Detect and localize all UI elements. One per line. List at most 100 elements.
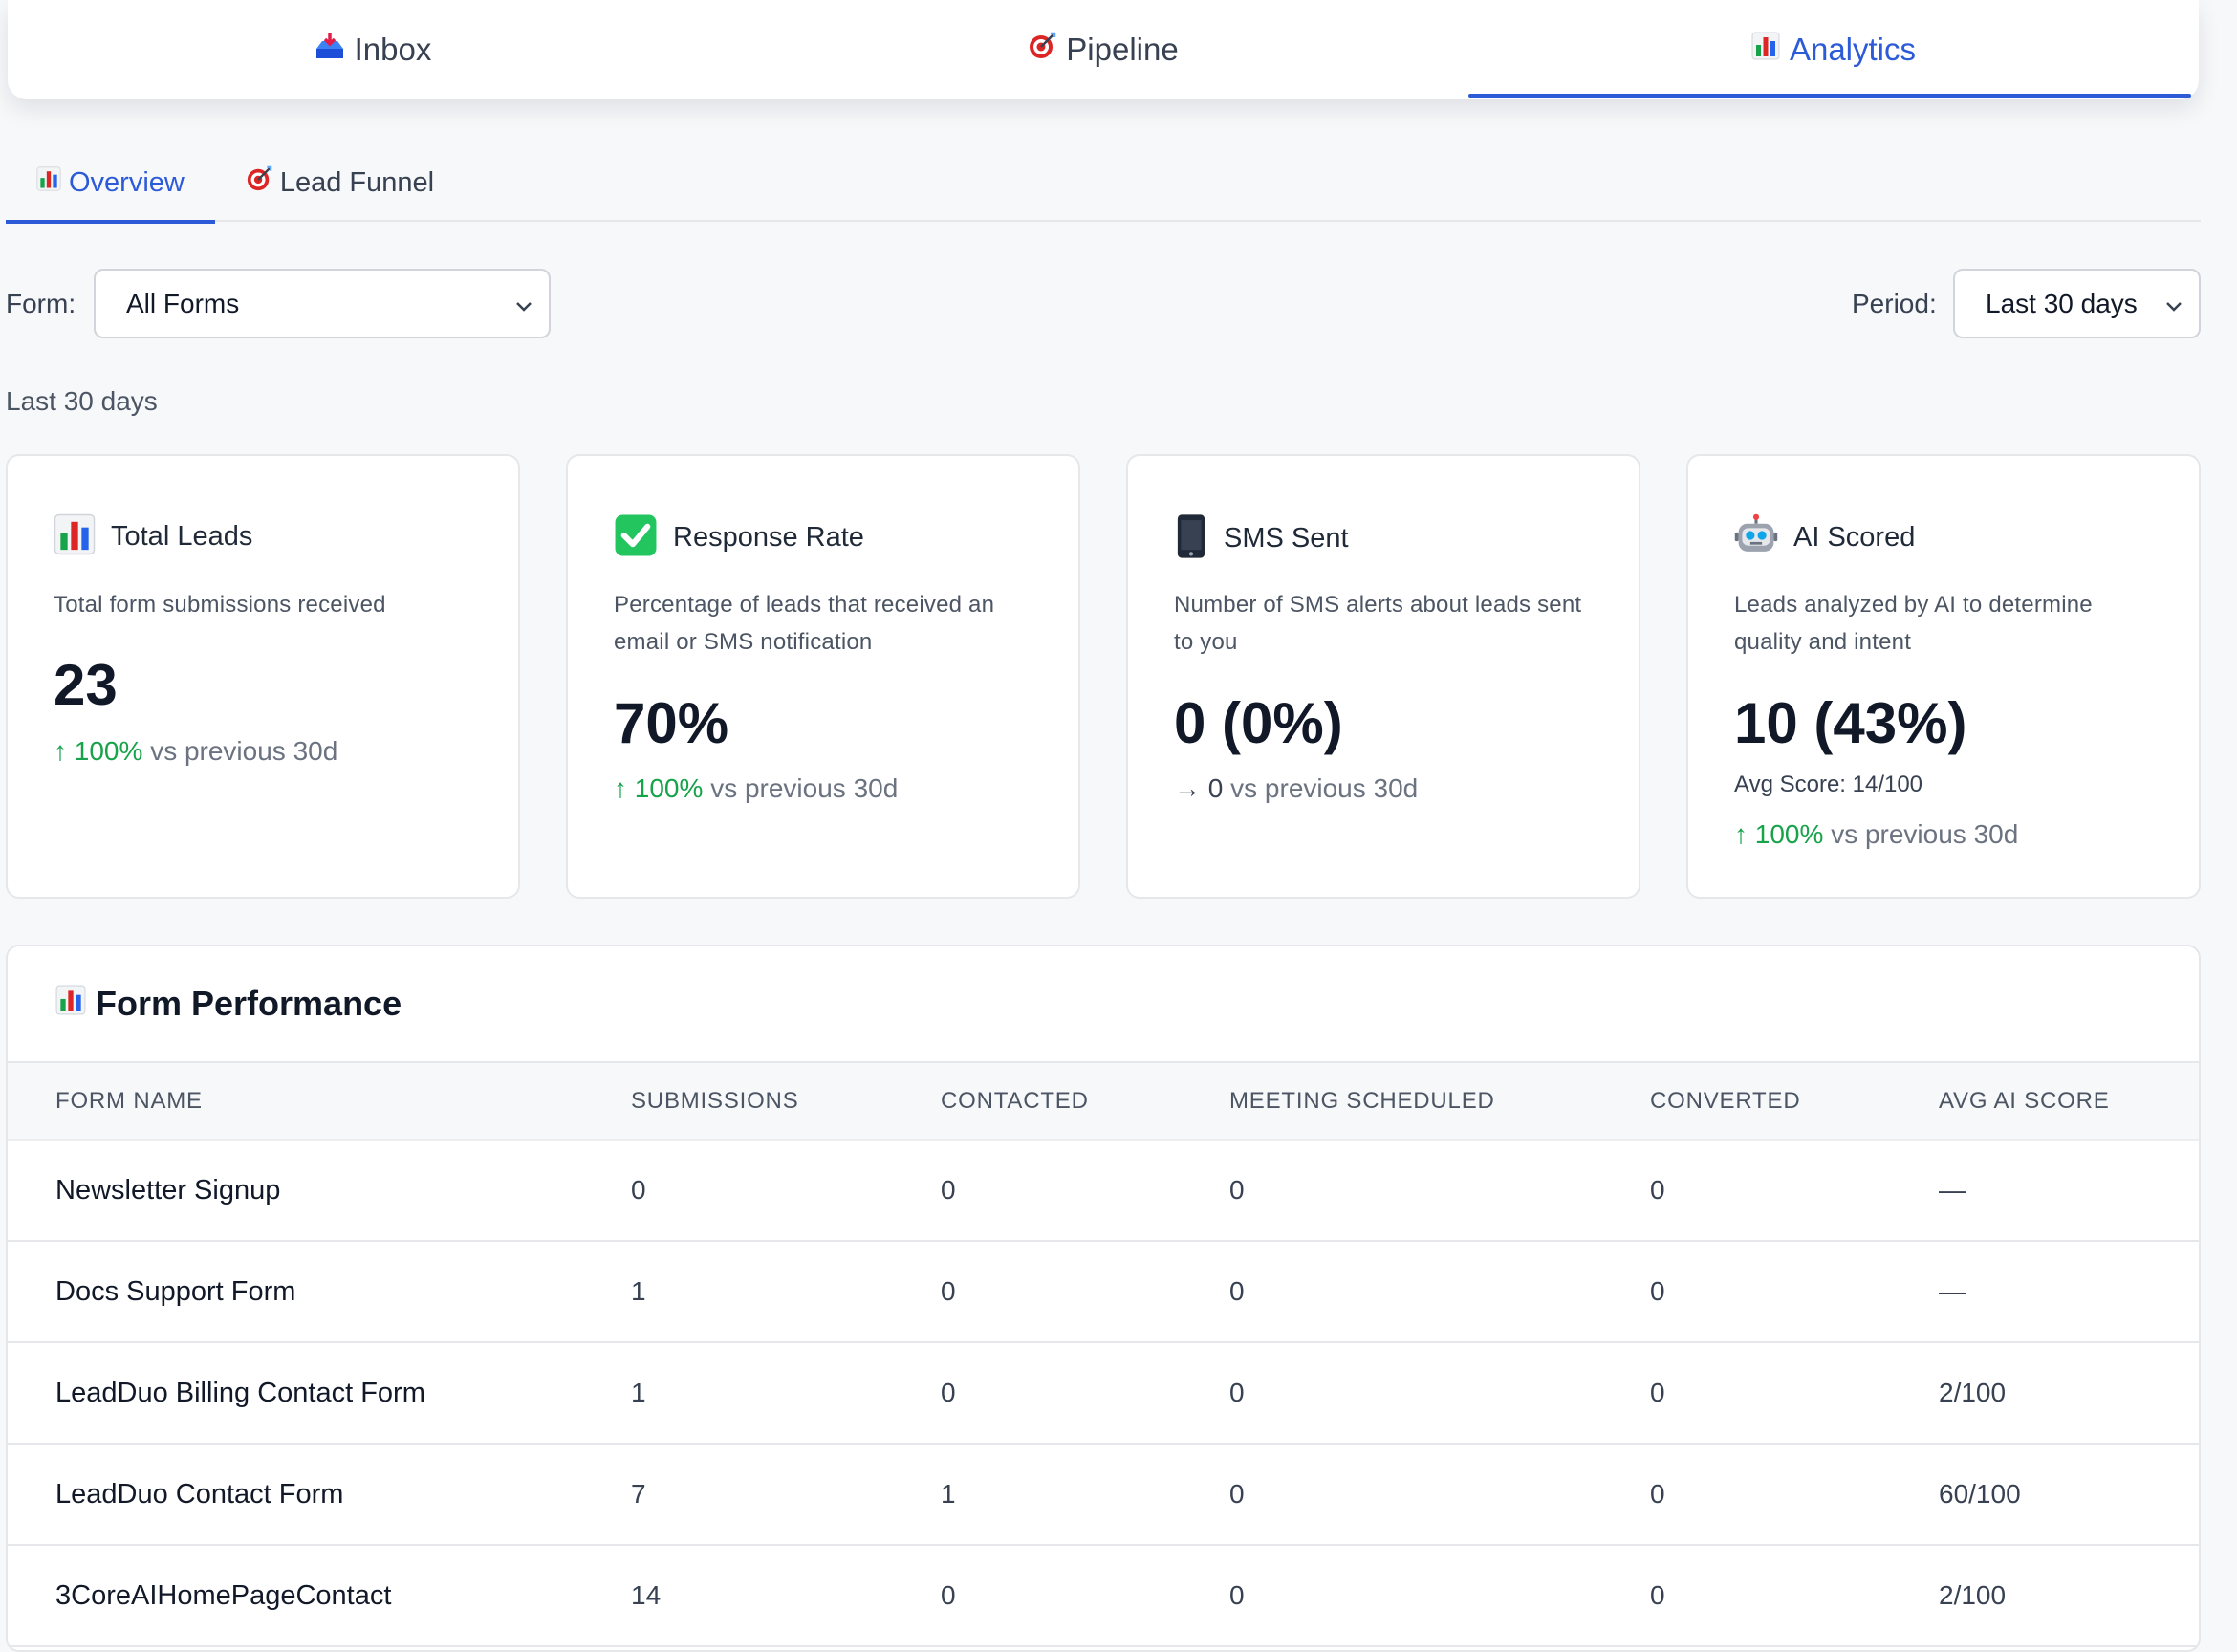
table-row[interactable]: Docs Support Form 1 0 0 0 —: [8, 1241, 2199, 1343]
card-title: Total Leads: [111, 521, 253, 552]
trend-text: vs previous 30d: [1230, 773, 1419, 803]
stat-card-total-leads: Total Leads Total form submissions recei…: [6, 454, 520, 899]
cell-meeting-scheduled: 0: [1229, 1241, 1650, 1343]
tab-pipeline-label: Pipeline: [1066, 32, 1179, 67]
cell-meeting-scheduled: 0: [1229, 1444, 1650, 1546]
card-trend: ↑ 100% vs previous 30d: [614, 773, 898, 804]
cell-converted: 0: [1650, 1444, 1939, 1546]
subtab-lead-funnel[interactable]: Lead Funnel: [215, 143, 465, 222]
tab-analytics[interactable]: Analytics: [1468, 0, 2199, 99]
cell-meeting-scheduled: 0: [1229, 1545, 1650, 1647]
cell-form-name: Newsletter Signup: [8, 1140, 631, 1242]
top-nav: Inbox Pipeline Analytics: [8, 0, 2199, 99]
card-header: Total Leads: [54, 513, 252, 560]
chevron-down-icon: [514, 289, 533, 319]
trend-arrow-icon: ↑: [1734, 819, 1748, 849]
cell-converted: 0: [1650, 1241, 1939, 1343]
period-filter-label: Period:: [1852, 289, 1937, 318]
card-header: Response Rate: [614, 513, 864, 562]
trend-delta: 100%: [634, 773, 704, 803]
cell-avg-ai-score: 60/100: [1939, 1444, 2199, 1546]
mobile-phone-icon: [1174, 513, 1208, 564]
stat-card-response-rate: Response Rate Percentage of leads that r…: [566, 454, 1080, 899]
table-row[interactable]: 3CoreAIHomePageContact 14 0 0 0 2/100: [8, 1545, 2199, 1647]
cell-form-name: 3CoreAIHomePageContact: [8, 1545, 631, 1647]
card-value: 10 (43%): [1734, 691, 1967, 755]
bar-chart-icon: [36, 166, 61, 199]
column-header-avg-ai-score[interactable]: AVG AI SCORE: [1939, 1063, 2199, 1141]
bar-chart-icon: [55, 984, 86, 1024]
target-icon: [1028, 32, 1056, 68]
cell-avg-ai-score: —: [1939, 1241, 2199, 1343]
trend-text: vs previous 30d: [710, 773, 899, 803]
stat-card-sms-sent: SMS Sent Number of SMS alerts about lead…: [1126, 454, 1640, 899]
card-header: AI Scored: [1734, 513, 1915, 562]
card-description: Total form submissions received: [54, 592, 386, 618]
table-row[interactable]: LeadDuo Contact Form 7 1 0 0 60/100: [8, 1444, 2199, 1546]
trend-text: vs previous 30d: [1831, 819, 2019, 849]
stat-card-ai-scored: AI Scored Leads analyzed by AI to determ…: [1686, 454, 2201, 899]
form-select[interactable]: All Forms: [94, 269, 551, 338]
cell-contacted: 0: [941, 1545, 1229, 1647]
cell-form-name: LeadDuo Billing Contact Form: [8, 1342, 631, 1445]
card-trend: → 0 vs previous 30d: [1174, 773, 1418, 804]
cell-contacted: 0: [941, 1140, 1229, 1242]
form-filter-label: Form:: [6, 289, 76, 318]
subtab-overview-label: Overview: [69, 166, 185, 198]
column-header-form-name[interactable]: FORM NAME: [8, 1063, 631, 1141]
cell-avg-ai-score: 2/100: [1939, 1342, 2199, 1445]
column-header-converted[interactable]: CONVERTED: [1650, 1063, 1939, 1141]
card-description: Leads analyzed by AI to determine qualit…: [1734, 592, 2093, 655]
cell-form-name: Docs Support Form: [8, 1241, 631, 1343]
form-select-value: All Forms: [126, 288, 240, 318]
card-title: SMS Sent: [1224, 523, 1349, 554]
chevron-down-icon: [2164, 289, 2183, 319]
cell-contacted: 0: [941, 1241, 1229, 1343]
subtab-overview[interactable]: Overview: [6, 143, 215, 224]
period-select-value: Last 30 days: [1986, 288, 2138, 318]
check-mark-icon: [614, 513, 658, 562]
trend-delta: 100%: [1754, 819, 1824, 849]
tab-analytics-label: Analytics: [1789, 32, 1917, 67]
tab-inbox[interactable]: Inbox: [8, 0, 738, 99]
form-performance-title-text: Form Performance: [96, 984, 402, 1023]
cell-submissions: 7: [631, 1444, 941, 1546]
trend-text: vs previous 30d: [150, 736, 338, 766]
bar-chart-icon: [54, 513, 96, 560]
cell-converted: 0: [1650, 1140, 1939, 1242]
trend-arrow-icon: ↑: [614, 773, 627, 803]
column-header-submissions[interactable]: SUBMISSIONS: [631, 1063, 941, 1141]
column-header-contacted[interactable]: CONTACTED: [941, 1063, 1229, 1141]
tab-pipeline[interactable]: Pipeline: [738, 0, 1468, 99]
card-trend: ↑ 100% vs previous 30d: [1734, 819, 2018, 850]
cell-meeting-scheduled: 0: [1229, 1342, 1650, 1445]
table-header-row: FORM NAME SUBMISSIONS CONTACTED MEETING …: [8, 1063, 2199, 1141]
bar-chart-icon: [1751, 32, 1780, 68]
cell-submissions: 1: [631, 1342, 941, 1445]
card-description: Percentage of leads that received an ema…: [614, 592, 995, 655]
sub-tabs: Overview Lead Funnel: [6, 143, 2201, 224]
table-row[interactable]: Newsletter Signup 0 0 0 0 —: [8, 1140, 2199, 1242]
cell-converted: 0: [1650, 1545, 1939, 1647]
subtab-lead-funnel-label: Lead Funnel: [279, 166, 435, 198]
table-row[interactable]: LeadDuo Billing Contact Form 1 0 0 0 2/1…: [8, 1342, 2199, 1445]
card-header: SMS Sent: [1174, 513, 1349, 564]
cell-submissions: 0: [631, 1140, 941, 1242]
card-sub-text: Avg Score: 14/100: [1734, 772, 1923, 797]
trend-delta: 100%: [74, 736, 143, 766]
trend-arrow-icon: →: [1174, 773, 1201, 803]
cell-submissions: 1: [631, 1241, 941, 1343]
form-performance-table: FORM NAME SUBMISSIONS CONTACTED MEETING …: [8, 1063, 2199, 1647]
column-header-meeting-scheduled[interactable]: MEETING SCHEDULED: [1229, 1063, 1650, 1141]
robot-icon: [1734, 513, 1778, 562]
cell-avg-ai-score: —: [1939, 1140, 2199, 1242]
tab-inbox-label: Inbox: [354, 32, 432, 67]
cell-form-name: LeadDuo Contact Form: [8, 1444, 631, 1546]
card-trend: ↑ 100% vs previous 30d: [54, 736, 337, 767]
cell-meeting-scheduled: 0: [1229, 1140, 1650, 1242]
trend-arrow-icon: ↑: [54, 736, 67, 766]
cell-submissions: 14: [631, 1545, 941, 1647]
inbox-tray-icon: [315, 32, 345, 68]
period-select[interactable]: Last 30 days: [1953, 269, 2201, 338]
trend-delta: 0: [1207, 773, 1224, 803]
